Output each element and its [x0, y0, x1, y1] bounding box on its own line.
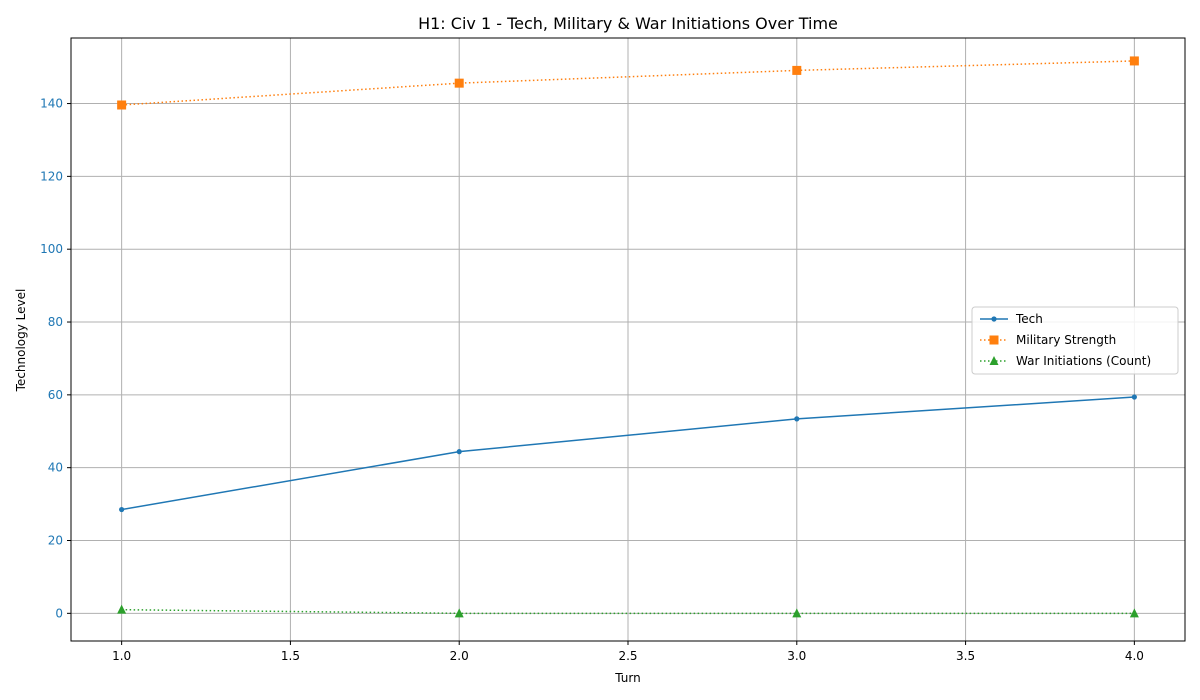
data-point	[792, 608, 802, 618]
data-point	[454, 78, 464, 88]
y-tick-label: 140	[40, 97, 63, 111]
y-tick-label: 40	[48, 461, 63, 475]
x-tick-label: 3.5	[956, 649, 975, 663]
legend-label: Military Strength	[1016, 333, 1116, 347]
legend-marker	[989, 335, 999, 345]
data-point	[1131, 394, 1137, 400]
legend: Tech Military Strength War Initiations (Co…	[971, 306, 1179, 375]
legend-marker	[991, 316, 997, 322]
series-line-3	[121, 608, 1135, 615]
y-tick-label: 0	[55, 606, 63, 620]
legend-label: War Initiations (Count)	[1016, 354, 1151, 368]
x-tick-label: 3.0	[787, 649, 806, 663]
data-point	[794, 416, 800, 422]
x-ticks: 1.0 1.5 2.0 2.5 3.0 3.5 4.0	[112, 641, 1144, 663]
data-point	[454, 608, 464, 618]
legend-label: Tech	[1015, 312, 1043, 326]
grid	[71, 38, 1185, 641]
data-point	[456, 449, 462, 455]
y-tick-label: 60	[48, 388, 63, 402]
y-tick-label: 20	[48, 534, 63, 548]
data-point	[117, 100, 127, 110]
data-point	[1129, 56, 1139, 66]
series-line-1	[121, 396, 1135, 511]
legend-box	[971, 306, 1179, 375]
series-lines	[121, 60, 1135, 615]
y-axis-label: Technology Level	[14, 289, 28, 393]
series-markers	[117, 56, 1139, 618]
legend-marker	[989, 356, 999, 365]
data-point	[117, 604, 127, 614]
series-line-2	[121, 60, 1135, 106]
x-tick-label: 1.5	[281, 649, 300, 663]
data-point	[792, 65, 802, 75]
y-tick-label: 80	[48, 315, 63, 329]
x-tick-label: 1.0	[112, 649, 131, 663]
y-tick-label: 120	[40, 169, 63, 183]
data-point	[1129, 608, 1139, 618]
y-tick-label: 100	[40, 242, 63, 256]
y-ticks: 0 20 40 60 80 100 120 140	[40, 97, 71, 620]
data-point	[119, 506, 125, 513]
x-axis-label: Turn	[614, 671, 640, 685]
x-tick-label: 4.0	[1125, 649, 1144, 663]
x-tick-label: 2.0	[450, 649, 469, 663]
chart-title: H1: Civ 1 - Tech, Military & War Initiat…	[418, 14, 838, 33]
x-tick-label: 2.5	[618, 649, 637, 663]
